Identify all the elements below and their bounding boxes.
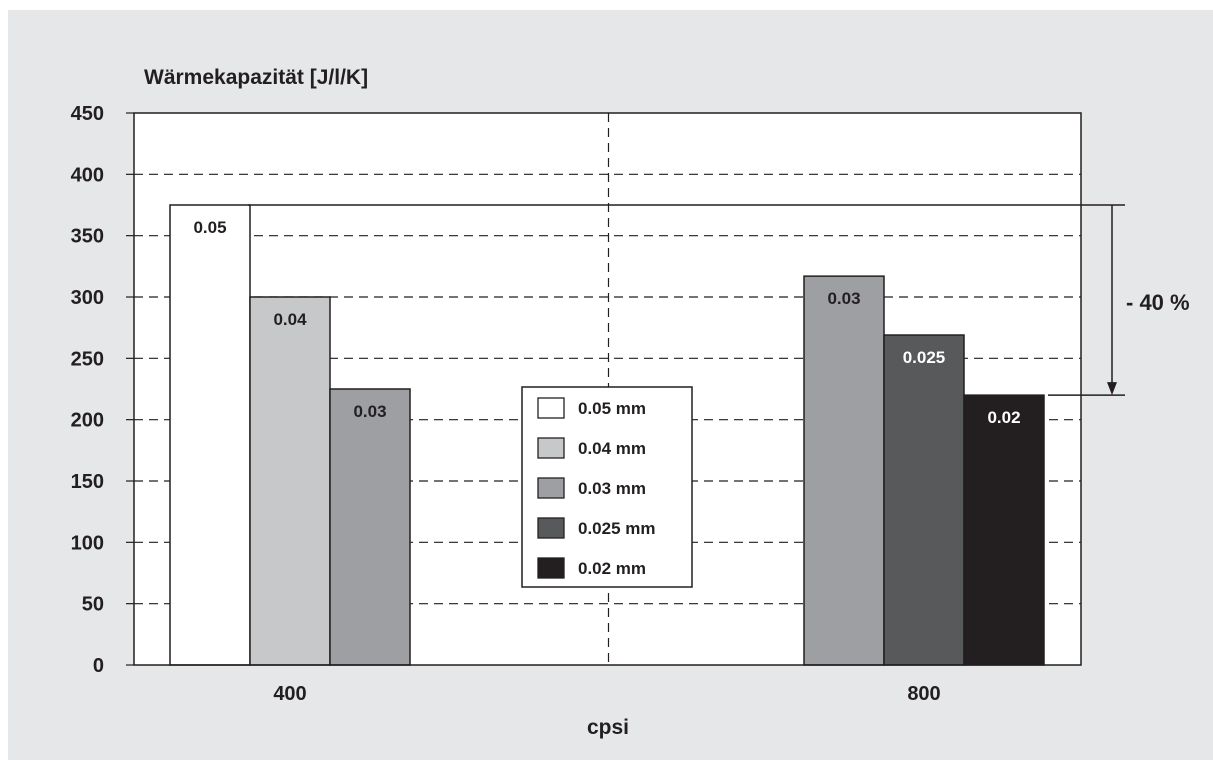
y-tick-label: 100 bbox=[71, 532, 104, 554]
plot-frame bbox=[133, 112, 1082, 666]
legend-label: 0.05 mm bbox=[578, 399, 646, 418]
legend-label: 0.03 mm bbox=[578, 479, 646, 498]
bar-value-label: 0.03 bbox=[353, 402, 386, 421]
reduction-label: - 40 % bbox=[1126, 290, 1190, 315]
bar-value-label: 0.04 bbox=[273, 310, 307, 329]
legend-swatch bbox=[537, 477, 565, 499]
legend-swatch bbox=[537, 517, 565, 539]
y-axis-title: Wärmekapazität [J/l/K] bbox=[144, 66, 368, 89]
bar-value-label: 0.025 bbox=[903, 348, 946, 367]
x-tick-label: 800 bbox=[907, 683, 940, 705]
y-tick-label: 350 bbox=[71, 226, 104, 248]
reduction-arrowhead bbox=[1107, 382, 1117, 396]
legend-label: 0.02 mm bbox=[578, 559, 646, 578]
y-tick-label: 450 bbox=[71, 103, 104, 125]
bar bbox=[963, 394, 1045, 666]
legend-swatch bbox=[537, 437, 565, 459]
legend-label: 0.04 mm bbox=[578, 439, 646, 458]
chart-panel: 0 50 100 150 200 250 300 350 400 450 0.05 0.04 0.03 0… bbox=[8, 10, 1213, 760]
legend-label: 0.025 mm bbox=[578, 519, 656, 538]
bar bbox=[883, 334, 965, 666]
bar-value-label: 0.05 bbox=[193, 218, 226, 237]
bar bbox=[803, 275, 885, 666]
bar-chart: 0 50 100 150 200 250 300 350 400 450 0.05 0.04 0.03 0… bbox=[71, 66, 1190, 739]
y-tick-label: 300 bbox=[71, 287, 104, 309]
y-tick-label: 0 bbox=[93, 655, 104, 677]
y-tick-label: 150 bbox=[71, 471, 104, 493]
y-tick-label: 400 bbox=[71, 164, 104, 186]
y-tick-label: 250 bbox=[71, 348, 104, 370]
x-tick-label: 400 bbox=[273, 683, 306, 705]
bar bbox=[249, 296, 331, 666]
bar bbox=[169, 204, 251, 666]
bar bbox=[329, 388, 411, 666]
bar-value-label: 0.02 bbox=[987, 408, 1020, 427]
legend-swatch bbox=[537, 397, 565, 419]
bar-value-label: 0.03 bbox=[827, 289, 860, 308]
y-tick-label: 50 bbox=[82, 594, 104, 616]
legend-swatch bbox=[537, 557, 565, 579]
x-axis-title: cpsi bbox=[587, 716, 629, 739]
y-tick-label: 200 bbox=[71, 410, 104, 432]
